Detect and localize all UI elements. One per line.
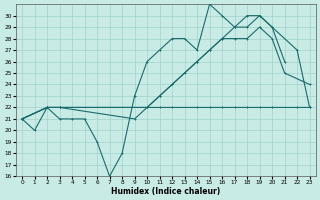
X-axis label: Humidex (Indice chaleur): Humidex (Indice chaleur) (111, 187, 220, 196)
